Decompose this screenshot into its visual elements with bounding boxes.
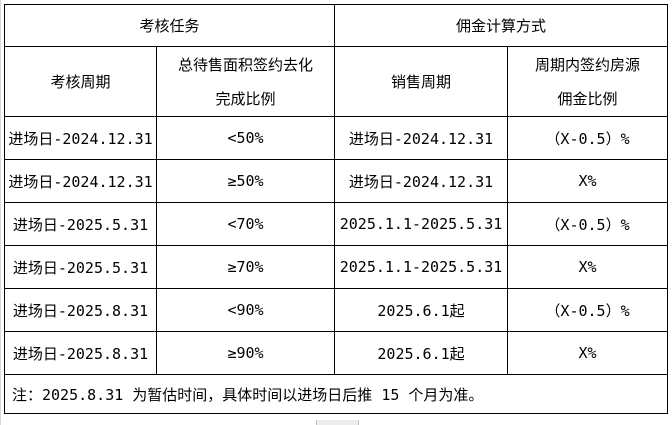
table-cell: 进场日-2025.8.31 [4,288,157,332]
commission-assessment-table: 考核任务 佣金计算方式 考核周期 总待售面积签约去化 完成比例 销售周期 周期内… [3,4,669,414]
table-cell: （X-0.5）% [507,202,669,246]
table-cell: 2025.1.1-2025.5.31 [334,245,509,289]
table-row: 进场日-2025.8.31 <90% 2025.6.1起 （X-0.5）% [4,288,669,332]
table-cell: 进场日-2025.5.31 [4,202,157,246]
table-row: 进场日-2025.5.31 ≥70% 2025.1.1-2025.5.31 X% [4,245,669,289]
column-header-commission-ratio: 周期内签约房源 佣金比例 [507,46,669,117]
table-cell: 进场日-2024.12.31 [334,116,509,160]
table-cell: 进场日-2025.8.31 [4,331,157,375]
table-cell: ≥90% [155,331,336,375]
table-cell: 进场日-2024.12.31 [334,159,509,203]
page-edge-line [0,0,1,425]
header-group-assessment-task: 考核任务 [3,4,336,47]
table-cell: X% [507,245,669,289]
table-cell: <50% [155,116,336,160]
column-header-completion-ratio: 总待售面积签约去化 完成比例 [155,46,336,117]
table-row: 考核任务 佣金计算方式 [3,4,669,47]
table-cell: X% [507,331,669,375]
column-header-label: 考核周期 [50,72,111,91]
header-group-commission-method: 佣金计算方式 [334,4,669,47]
table-cell: <90% [155,288,336,332]
table-row: 进场日-2025.8.31 ≥90% 2025.6.1起 X% [4,331,669,375]
table-cell: （X-0.5）% [507,288,669,332]
column-header-sales-period: 销售周期 [334,46,509,117]
table-cell: 2025.6.1起 [334,331,509,375]
table-cell: （X-0.5）% [507,116,669,160]
table-cell: <70% [155,202,336,246]
table-cell: X% [507,159,669,203]
table-cell: 进场日-2024.12.31 [4,159,157,203]
table-row: 注：2025.8.31 为暂估时间，具体时间以进场日后推 15 个月为准。 [3,374,669,414]
column-header-assessment-period: 考核周期 [4,46,157,117]
column-header-label-line2: 佣金比例 [557,89,618,108]
table-row: 进场日-2025.5.31 <70% 2025.1.1-2025.5.31 （X… [4,202,669,246]
scrollbar-thumb[interactable] [316,420,359,425]
table-cell: ≥70% [155,245,336,289]
table-cell: 2025.1.1-2025.5.31 [334,202,509,246]
table-cell: ≥50% [155,159,336,203]
column-header-label-line2: 完成比例 [215,89,276,108]
table-row: 进场日-2024.12.31 ≥50% 进场日-2024.12.31 X% [4,159,669,203]
column-header-label-line1: 周期内签约房源 [535,55,641,74]
table-row: 考核周期 总待售面积签约去化 完成比例 销售周期 周期内签约房源 佣金比例 [4,46,669,117]
column-header-label-line1: 总待售面积签约去化 [178,55,314,74]
table-cell: 2025.6.1起 [334,288,509,332]
table-row: 进场日-2024.12.31 <50% 进场日-2024.12.31 （X-0.… [4,116,669,160]
column-header-label: 销售周期 [391,72,452,91]
table-cell: 进场日-2025.5.31 [4,245,157,289]
table-cell: 进场日-2024.12.31 [4,116,157,160]
table-footnote: 注：2025.8.31 为暂估时间，具体时间以进场日后推 15 个月为准。 [3,374,669,414]
